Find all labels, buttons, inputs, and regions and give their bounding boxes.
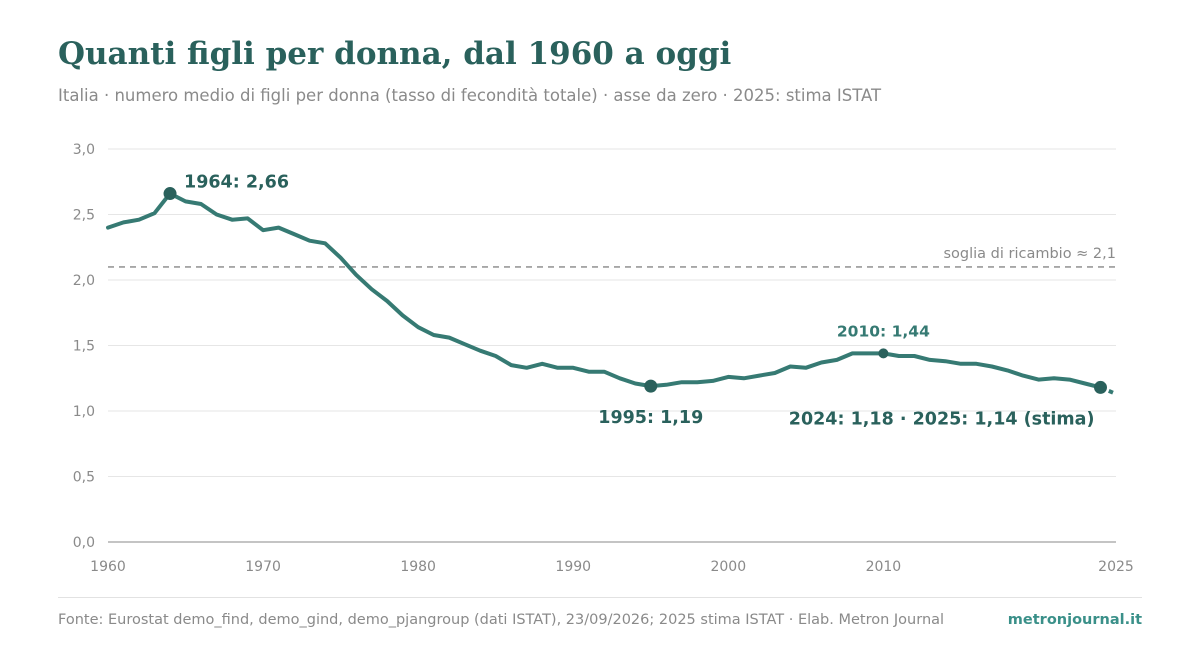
source-note: Fonte: Eurostat demo_find, demo_gind, de… bbox=[58, 612, 945, 628]
axes: 0,0 0,5 1,0 1,5 2,0 2,5 3,0 1960 1970 1980 1990 200… bbox=[73, 142, 1134, 575]
x-tick-label: 2000 bbox=[710, 559, 746, 575]
replacement-threshold: soglia di ricambio ≈ 2,1 bbox=[108, 246, 1116, 268]
x-tick-label: 1960 bbox=[90, 559, 126, 575]
chart-title: Quanti figli per donna, dal 1960 a oggi bbox=[58, 36, 732, 72]
annotations: 1964: 2,66 1995: 1,19 2010: 1,44 2024: 1,18… bbox=[163, 173, 1107, 429]
fertility-line-chart: 0,0 0,5 1,0 1,5 2,0 2,5 3,0 1960 1970 1980 1990 200… bbox=[73, 142, 1134, 575]
y-tick-label: 0,5 bbox=[73, 470, 95, 486]
reference-label: soglia di ricambio ≈ 2,1 bbox=[943, 246, 1116, 262]
annotation-label: 2010: 1,44 bbox=[837, 322, 930, 340]
y-tick-label: 1,0 bbox=[73, 404, 95, 420]
y-tick-label: 0,0 bbox=[73, 535, 95, 551]
grid-lines bbox=[108, 148, 1116, 477]
annotation-marker bbox=[644, 379, 658, 393]
annotation-label: 2024: 1,18 · 2025: 1,14 (stima) bbox=[789, 409, 1095, 429]
annotation-label: 1995: 1,19 bbox=[598, 408, 703, 428]
chart-subtitle: Italia · numero medio di figli per donna… bbox=[58, 86, 882, 105]
x-tick-label: 1970 bbox=[245, 559, 281, 575]
y-tick-label: 3,0 bbox=[73, 142, 95, 158]
y-tick-label: 2,0 bbox=[73, 273, 95, 289]
series-layer bbox=[106, 191, 1114, 395]
annotation-marker bbox=[878, 348, 889, 359]
x-tick-label: 2025 bbox=[1098, 559, 1134, 575]
x-tick-label: 1980 bbox=[400, 559, 436, 575]
annotation-marker bbox=[163, 187, 177, 201]
annotation-label: 1964: 2,66 bbox=[184, 173, 289, 193]
y-tick-label: 2,5 bbox=[73, 208, 95, 224]
annotation-marker bbox=[1093, 380, 1107, 394]
series-line bbox=[106, 191, 1103, 390]
brand-link[interactable]: metronjournal.it bbox=[1007, 612, 1142, 628]
y-tick-label: 1,5 bbox=[73, 339, 95, 355]
x-tick-label: 1990 bbox=[555, 559, 591, 575]
x-tick-label: 2010 bbox=[866, 559, 902, 575]
footer-divider bbox=[58, 597, 1142, 598]
